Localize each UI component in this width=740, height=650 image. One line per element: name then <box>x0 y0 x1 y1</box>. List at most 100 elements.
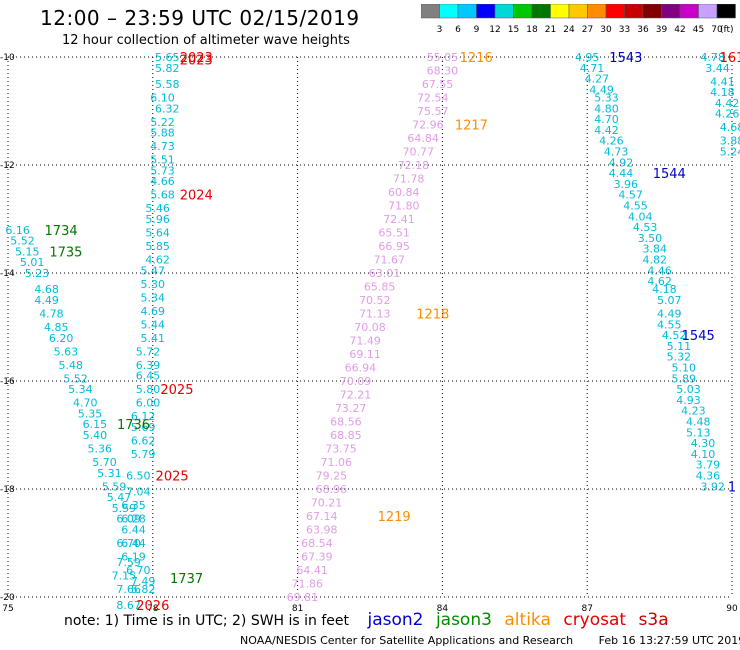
swh-data-point: 5.33 <box>594 92 619 105</box>
swh-data-point: 4.70 <box>73 397 98 410</box>
swh-data-point: 4.55 <box>657 318 682 331</box>
swh-data-point: 4.26 <box>715 108 740 121</box>
colorbar-label: 30 <box>600 25 612 35</box>
swh-data-point: 4.85 <box>44 321 69 334</box>
swh-data-point: 72.21 <box>340 389 372 402</box>
swh-data-point: 5.85 <box>145 240 170 253</box>
swh-data-point: 68.56 <box>330 416 362 429</box>
colorbar-label: 15 <box>508 25 519 35</box>
wave-height-colorbar: 3 6 9 12 15 18 21 24 27 30 33 36 39 42 45 70(ft) <box>421 4 736 35</box>
swh-data-point: 5.40 <box>83 429 108 442</box>
swh-data-point: 4.49 <box>589 83 614 96</box>
swh-data-point: 4.73 <box>150 140 175 153</box>
swh-data-point: 4.68 <box>720 121 740 134</box>
swh-data-point: 79.25 <box>316 470 348 483</box>
swh-data-point: 6.00 <box>136 397 161 410</box>
legend: note: 1) Time is in UTC; 2) SWH is in fe… <box>64 610 677 630</box>
swh-data-point: 71.78 <box>393 173 425 186</box>
time-annotation: 2026 <box>136 599 169 614</box>
swh-data-point: 4.44 <box>609 167 634 180</box>
swh-data-point: 3.79 <box>696 459 721 472</box>
swh-data-point: 71.67 <box>374 254 406 267</box>
swh-data-point: 67.55 <box>422 78 454 91</box>
swh-data-point: 66.95 <box>378 240 410 253</box>
swh-data-point: 6.12 <box>131 410 156 423</box>
swh-data-point: 4.57 <box>618 189 643 202</box>
swh-data-point: 71.06 <box>320 456 352 469</box>
swh-data-point: 66.94 <box>345 362 377 375</box>
x-tick-label: 75 <box>2 604 13 614</box>
y-tick-label: -18 <box>0 485 15 495</box>
x-tick-label: 87 <box>581 604 592 614</box>
swh-data-point: 5.41 <box>141 332 166 345</box>
swh-data-point: 5.80 <box>136 383 161 396</box>
swh-data-point: 6.70 <box>116 537 141 550</box>
swh-data-point: 71.80 <box>388 200 420 213</box>
swh-data-point: 63.98 <box>306 524 338 537</box>
swh-data-point: 4.80 <box>594 102 619 115</box>
swh-data-point: 5.64 <box>145 227 170 240</box>
swh-data-point: 6.15 <box>83 418 108 431</box>
swh-data-point: 3.88 <box>720 135 740 148</box>
time-annotation: 1218 <box>416 308 449 323</box>
swh-data-point: 68.30 <box>427 65 459 78</box>
page-subtitle: 12 hour collection of altimeter wave hei… <box>62 33 350 48</box>
swh-data-point: 5.96 <box>145 213 170 226</box>
swh-data-point: 64.84 <box>407 132 439 145</box>
legend-jason2: jason2 <box>367 610 424 630</box>
swh-data-point: 5.65 <box>155 51 180 64</box>
swh-data-point: 4.73 <box>604 146 629 159</box>
swh-data-point: 63.01 <box>369 267 401 280</box>
swh-data-point: 69.81 <box>287 591 319 604</box>
swh-data-point: 71.49 <box>349 335 381 348</box>
swh-data-point: 5.10 <box>671 362 696 375</box>
swh-data-point: 68.54 <box>301 537 333 550</box>
swh-data-point: 3.96 <box>614 178 639 191</box>
colorbar-label: 45 <box>693 25 704 35</box>
swh-data-point: 5.70 <box>92 456 117 469</box>
swh-data-point: 5.51 <box>150 154 175 167</box>
swh-data-point: 4.26 <box>599 135 624 148</box>
swh-data-point: 3.92 <box>700 480 725 493</box>
swh-data-point: 6.50 <box>126 470 151 483</box>
swh-data-point: 3.84 <box>643 243 668 256</box>
swh-data-point: 72.18 <box>398 159 430 172</box>
swh-data-point: 55.05 <box>427 51 459 64</box>
swh-data-point: 4.42 <box>715 97 740 110</box>
swh-data-point: 72.96 <box>412 119 444 132</box>
colorbar-label: 36 <box>637 25 649 35</box>
swh-data-point: 5.59 <box>102 480 127 493</box>
swh-data-point: 75.57 <box>417 105 449 118</box>
time-annotation: 2023 <box>180 51 213 66</box>
swh-data-point: 5.89 <box>671 372 696 385</box>
credit-timestamp: Feb 16 13:27:59 UTC 2019 <box>598 634 740 647</box>
legend-s3a: s3a <box>638 610 669 630</box>
swh-data-point: 65.51 <box>378 227 410 240</box>
colorbar-label: 3 <box>437 25 443 35</box>
swh-data-point: 8.67 <box>116 599 141 612</box>
swh-data-point: 5.34 <box>68 383 93 396</box>
time-annotation: 1543 <box>609 51 642 66</box>
swh-data-point: 72.54 <box>417 92 449 105</box>
swh-data-point: 70.77 <box>403 146 435 159</box>
swh-data-point: 5.58 <box>155 78 180 91</box>
y-tick-label: -16 <box>0 377 15 387</box>
swh-data-point: 4.53 <box>633 221 658 234</box>
swh-data-point: 71.86 <box>292 578 324 591</box>
swh-data-point: 4.18 <box>710 86 735 99</box>
time-annotation: 2023 <box>180 54 213 69</box>
swh-data-point: 5.69 <box>131 421 156 434</box>
swh-data-point: 5.52 <box>10 235 35 248</box>
x-tick-label: 90 <box>726 604 738 614</box>
swh-data-point: 5.34 <box>141 291 166 304</box>
time-annotation: 1 <box>728 480 736 495</box>
swh-data-point: 70.09 <box>340 375 372 388</box>
swh-data-point: 5.22 <box>150 116 175 129</box>
x-tick-label: 81 <box>292 604 303 614</box>
swh-data-point: 5.30 <box>141 278 166 291</box>
swh-data-point: 64.41 <box>296 564 328 577</box>
swh-data-point: 5.23 <box>25 267 50 280</box>
swh-data-point: 6.45 <box>136 370 161 383</box>
swh-data-point: 60.84 <box>388 186 420 199</box>
swh-data-point: 5.36 <box>87 443 112 456</box>
